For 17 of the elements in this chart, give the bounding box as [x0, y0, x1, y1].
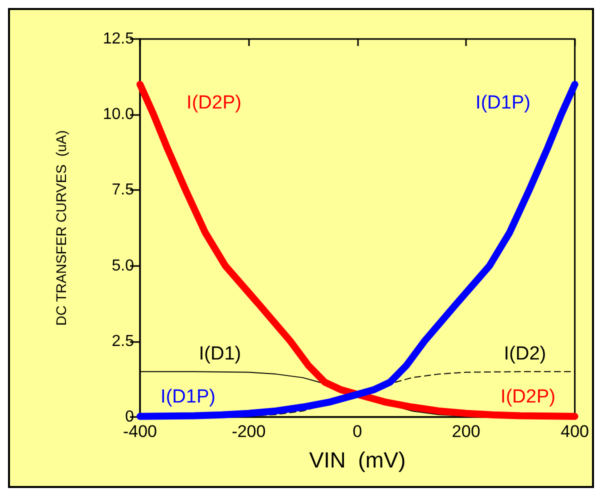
y-tick-label: 7.5	[112, 182, 134, 199]
text: I(D2P)	[186, 92, 242, 114]
y-tick-label: 10.0	[102, 106, 134, 124]
series-label: I(D1)	[198, 344, 242, 364]
x-tick-label: 400	[560, 422, 590, 441]
series-label: I(D1P)	[160, 386, 216, 408]
series-label: I(D2P)	[500, 386, 556, 408]
x-tick-label: 200	[452, 422, 480, 441]
y-tick-label: 5.0	[112, 257, 134, 274]
y-tick-label: 12.5	[102, 30, 134, 48]
x-axis-title: VIN (mV)	[309, 448, 406, 472]
y-axis-title: DC TRANSFER CURVES (uA)	[53, 130, 69, 326]
text: I(D1P)	[476, 92, 530, 114]
y-tick-label: 2.5	[112, 332, 134, 350]
series-label: I(D2)	[504, 344, 546, 364]
x-tick-label: 0	[352, 422, 362, 441]
x-tick-label: -200	[232, 422, 266, 441]
